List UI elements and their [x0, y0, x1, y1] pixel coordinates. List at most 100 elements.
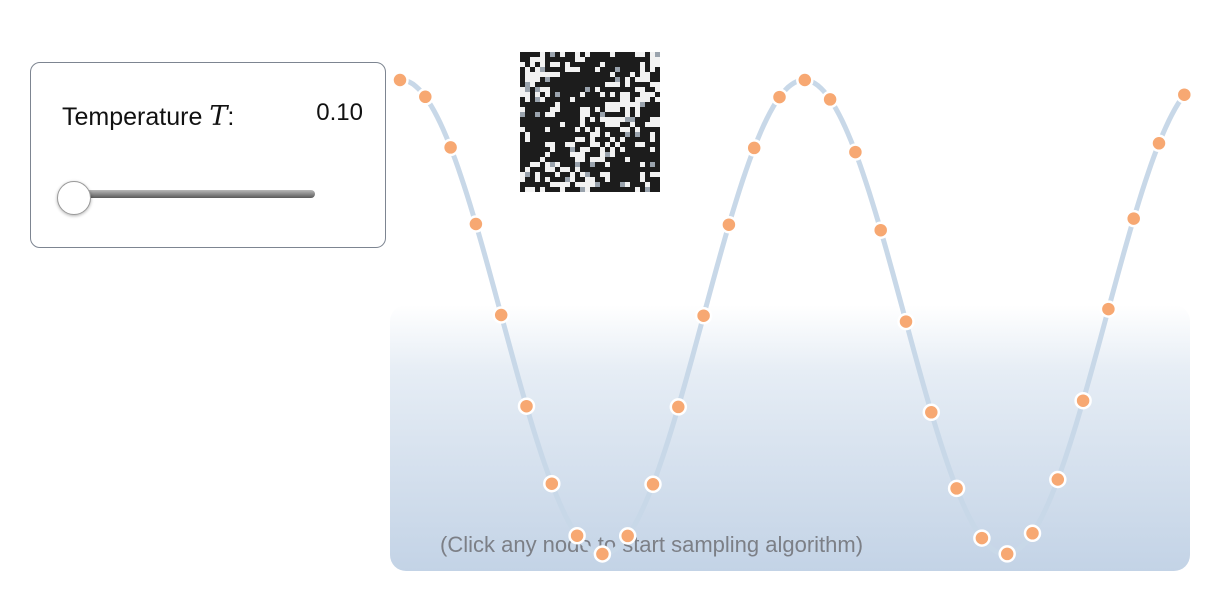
- lattice-cell: [555, 107, 560, 112]
- curve-node[interactable]: [922, 403, 941, 422]
- lattice-cell: [520, 107, 525, 112]
- curve-node[interactable]: [669, 398, 688, 416]
- lattice-cell: [625, 97, 630, 102]
- lattice-cell: [600, 117, 605, 122]
- lattice-cell: [545, 177, 550, 182]
- curve-node[interactable]: [1099, 300, 1118, 318]
- lattice-cell: [640, 67, 645, 72]
- lattice-cell: [610, 92, 615, 97]
- lattice-cell: [555, 72, 560, 77]
- curve-node[interactable]: [644, 475, 662, 494]
- curve-node[interactable]: [1175, 85, 1194, 104]
- temperature-slider-thumb[interactable]: [57, 181, 91, 215]
- curve-node[interactable]: [796, 71, 814, 89]
- lattice-cell: [585, 147, 590, 152]
- lattice-cell: [550, 147, 555, 152]
- lattice-cell: [580, 92, 585, 97]
- temperature-value: 0.10: [316, 99, 363, 126]
- lattice-cell: [620, 182, 625, 187]
- curve-node[interactable]: [821, 90, 839, 109]
- lattice-cell: [610, 152, 615, 157]
- lattice-cell: [535, 77, 540, 82]
- curve-node[interactable]: [1049, 470, 1067, 489]
- lattice-cell: [535, 172, 540, 177]
- lattice-cell: [640, 77, 645, 82]
- curve-node[interactable]: [441, 138, 460, 157]
- lattice-cell: [590, 177, 595, 182]
- lattice-cell: [645, 97, 650, 102]
- curve-node[interactable]: [871, 221, 890, 239]
- lattice-cell: [575, 167, 580, 172]
- lattice-cell: [540, 87, 545, 92]
- lattice-cell: [575, 67, 580, 72]
- lattice-cell: [535, 67, 540, 72]
- lattice-cell: [540, 97, 545, 102]
- lattice-cell: [640, 52, 645, 57]
- lattice-cell: [650, 62, 655, 67]
- lattice-cell: [520, 112, 525, 117]
- curve-node[interactable]: [770, 88, 789, 106]
- lattice-cell: [535, 57, 540, 62]
- curve-node[interactable]: [1074, 391, 1092, 410]
- lattice-cell: [540, 57, 545, 62]
- lattice-cell: [645, 92, 650, 97]
- curve-node[interactable]: [998, 545, 1016, 563]
- curve-node[interactable]: [391, 71, 409, 89]
- lattice-cell: [535, 87, 540, 92]
- lattice-cell: [650, 92, 655, 97]
- lattice-cell: [550, 167, 555, 172]
- lattice-cell: [520, 127, 525, 132]
- curve-node[interactable]: [517, 397, 536, 415]
- lattice-cell: [600, 152, 605, 157]
- curve-node[interactable]: [973, 529, 991, 547]
- curve-node[interactable]: [720, 215, 738, 234]
- curve-node[interactable]: [568, 526, 586, 545]
- instruction-hint: (Click any node to start sampling algori…: [440, 532, 864, 557]
- lattice-cell: [605, 107, 610, 112]
- lattice-cell: [655, 52, 660, 57]
- curve-node[interactable]: [543, 474, 561, 493]
- curve-node[interactable]: [416, 88, 435, 106]
- lattice-cell: [565, 62, 570, 67]
- lattice-cell: [650, 147, 655, 152]
- lattice-cell: [595, 157, 600, 162]
- lattice-cell: [540, 67, 545, 72]
- lattice-cell: [535, 72, 540, 77]
- curve-node[interactable]: [745, 139, 763, 157]
- curve-node[interactable]: [694, 306, 713, 325]
- lattice-cell: [580, 172, 585, 177]
- lattice-cell: [655, 82, 660, 87]
- lattice-cell: [550, 112, 555, 117]
- lattice-cell: [550, 142, 555, 147]
- curve-node[interactable]: [467, 215, 485, 233]
- lattice-cell: [580, 112, 585, 117]
- curve-node[interactable]: [897, 312, 915, 331]
- lattice-cell: [650, 137, 655, 142]
- lattice-cell: [580, 157, 585, 162]
- lattice-cell: [650, 172, 655, 177]
- temperature-colon: :: [227, 103, 235, 131]
- lattice-cell: [570, 67, 575, 72]
- curve-node[interactable]: [1150, 134, 1168, 153]
- lattice-cell: [575, 157, 580, 162]
- curve-node[interactable]: [947, 479, 966, 498]
- curve-node[interactable]: [593, 545, 612, 563]
- lattice-cell: [525, 167, 530, 172]
- lattice-cell: [580, 107, 585, 112]
- curve-node[interactable]: [1124, 209, 1143, 228]
- curve-node[interactable]: [618, 527, 637, 545]
- lattice-cell: [595, 127, 600, 132]
- lattice-cell: [640, 177, 645, 182]
- curve-node[interactable]: [1023, 524, 1042, 543]
- temperature-slider-track[interactable]: [73, 190, 315, 198]
- lattice-cell: [525, 92, 530, 97]
- lattice-cell: [590, 132, 595, 137]
- lattice-cell: [540, 62, 545, 67]
- lattice-cell: [535, 177, 540, 182]
- curve-node[interactable]: [492, 306, 510, 324]
- lattice-cell: [560, 52, 565, 57]
- lattice-cell: [545, 92, 550, 97]
- curve-node[interactable]: [846, 143, 865, 161]
- lattice-cell: [530, 82, 535, 87]
